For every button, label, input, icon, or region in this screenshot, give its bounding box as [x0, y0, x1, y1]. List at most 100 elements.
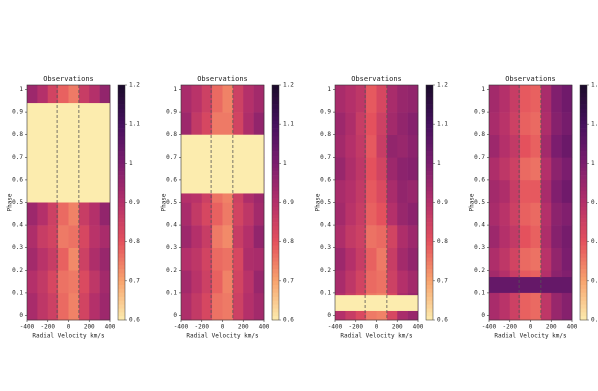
- colorbar-step: [272, 104, 279, 109]
- colorbar-step: [580, 143, 587, 148]
- heat-cell: [386, 225, 398, 248]
- colorbar-step: [272, 273, 279, 278]
- heat-cell: [222, 202, 234, 226]
- heat-cell: [253, 247, 265, 271]
- heat-cell: [37, 85, 49, 113]
- colorbar-step: [426, 151, 433, 156]
- colorbar-step: [580, 132, 587, 137]
- y-tick-label: 0.5: [166, 199, 177, 206]
- heat-cell: [212, 112, 223, 136]
- heat-cell: [407, 270, 419, 294]
- heat-cell: [376, 112, 388, 136]
- heat-cell: [78, 292, 90, 321]
- heat-cell: [345, 134, 357, 158]
- colorbar-tick-label: 1: [591, 160, 595, 167]
- heat-cell: [551, 134, 562, 158]
- colorbar-step: [272, 245, 279, 250]
- heat-cell: [520, 157, 531, 181]
- y-tick-label: 0.3: [12, 244, 23, 251]
- colorbar-tick-label: 0.8: [129, 238, 140, 245]
- heat-cell: [366, 225, 377, 248]
- y-tick-label: 1: [173, 86, 177, 93]
- heat-cell: [212, 225, 223, 248]
- heat-cell: [243, 292, 254, 321]
- colorbar-step: [272, 179, 279, 184]
- colorbar-step: [580, 249, 587, 254]
- colorbar-step: [580, 112, 587, 117]
- heat-cell: [253, 270, 265, 294]
- colorbar-tick-label: 1.1: [129, 121, 140, 128]
- heat-cell: [530, 134, 542, 158]
- x-tick-label: 0: [375, 324, 379, 331]
- colorbar-tick-label: 0.8: [591, 238, 598, 245]
- heat-cell: [489, 134, 500, 158]
- x-axis-label: Radial Velocity km/s: [186, 333, 259, 340]
- chart-title: Observations: [505, 75, 556, 83]
- colorbar-step: [272, 151, 279, 156]
- colorbar-step: [580, 100, 587, 105]
- heat-cell: [253, 225, 265, 248]
- colorbar-step: [426, 139, 433, 145]
- colorbar-step: [426, 85, 433, 90]
- colorbar-step: [272, 167, 279, 172]
- heat-cell: [530, 157, 542, 181]
- heat-cell: [37, 225, 49, 248]
- heat-cell: [232, 112, 244, 136]
- colorbar-step: [272, 249, 279, 254]
- colorbar-step: [272, 124, 279, 129]
- colorbar-step: [580, 261, 587, 266]
- heat-cell: [335, 225, 346, 248]
- colorbar-step: [580, 108, 587, 113]
- heat-cell: [191, 292, 203, 321]
- colorbar-tick-label: 0.9: [283, 199, 294, 206]
- heat-cell: [27, 292, 38, 321]
- heat-cell: [386, 179, 398, 203]
- colorbar-tick-label: 0.9: [591, 199, 598, 206]
- heat-cell: [191, 247, 203, 271]
- colorbar-step: [118, 132, 125, 137]
- colorbar-step: [580, 85, 587, 90]
- heat-cell: [78, 225, 90, 248]
- colorbar-step: [580, 276, 587, 282]
- heat-cell: [47, 85, 59, 113]
- colorbar-step: [426, 135, 433, 141]
- colorbar-step: [118, 273, 125, 278]
- colorbar-step: [272, 85, 279, 90]
- colorbar-step: [580, 171, 587, 176]
- y-tick-label: 0.5: [474, 199, 485, 206]
- colorbar-step: [426, 308, 433, 313]
- colorbar-step: [426, 112, 433, 117]
- heat-cell: [89, 270, 100, 294]
- colorbar-step: [118, 147, 125, 152]
- colorbar-step: [580, 186, 587, 192]
- colorbar-step: [118, 288, 125, 293]
- colorbar-step: [426, 147, 433, 152]
- heat-cell: [201, 225, 213, 248]
- heat-cell: [509, 157, 521, 181]
- colorbar-step: [580, 167, 587, 172]
- heat-cell: [355, 225, 367, 248]
- y-tick-label: 0.8: [166, 131, 177, 138]
- heat-cell: [58, 225, 69, 248]
- colorbar-step: [580, 198, 587, 203]
- heat-cell: [509, 202, 521, 226]
- heat-cell: [68, 225, 80, 248]
- heat-cell: [89, 292, 100, 321]
- colorbar-step: [272, 210, 279, 215]
- heat-cell: [530, 112, 542, 136]
- colorbar-tick-label: 1: [283, 160, 287, 167]
- heat-cell: [99, 292, 111, 321]
- heat-cell: [561, 157, 573, 181]
- colorbar-step: [272, 229, 279, 235]
- heat-cell: [212, 247, 223, 271]
- colorbar-step: [118, 261, 125, 266]
- colorbar-tick-label: 0.8: [283, 238, 294, 245]
- colorbar-step: [272, 147, 279, 152]
- colorbar-step: [118, 253, 125, 258]
- y-tick-label: 0.5: [12, 199, 23, 206]
- colorbar-step: [272, 222, 279, 227]
- heat-cell: [397, 270, 408, 294]
- colorbar-step: [580, 92, 587, 98]
- heat-cell: [551, 247, 562, 271]
- y-tick-label: 0.9: [320, 109, 331, 116]
